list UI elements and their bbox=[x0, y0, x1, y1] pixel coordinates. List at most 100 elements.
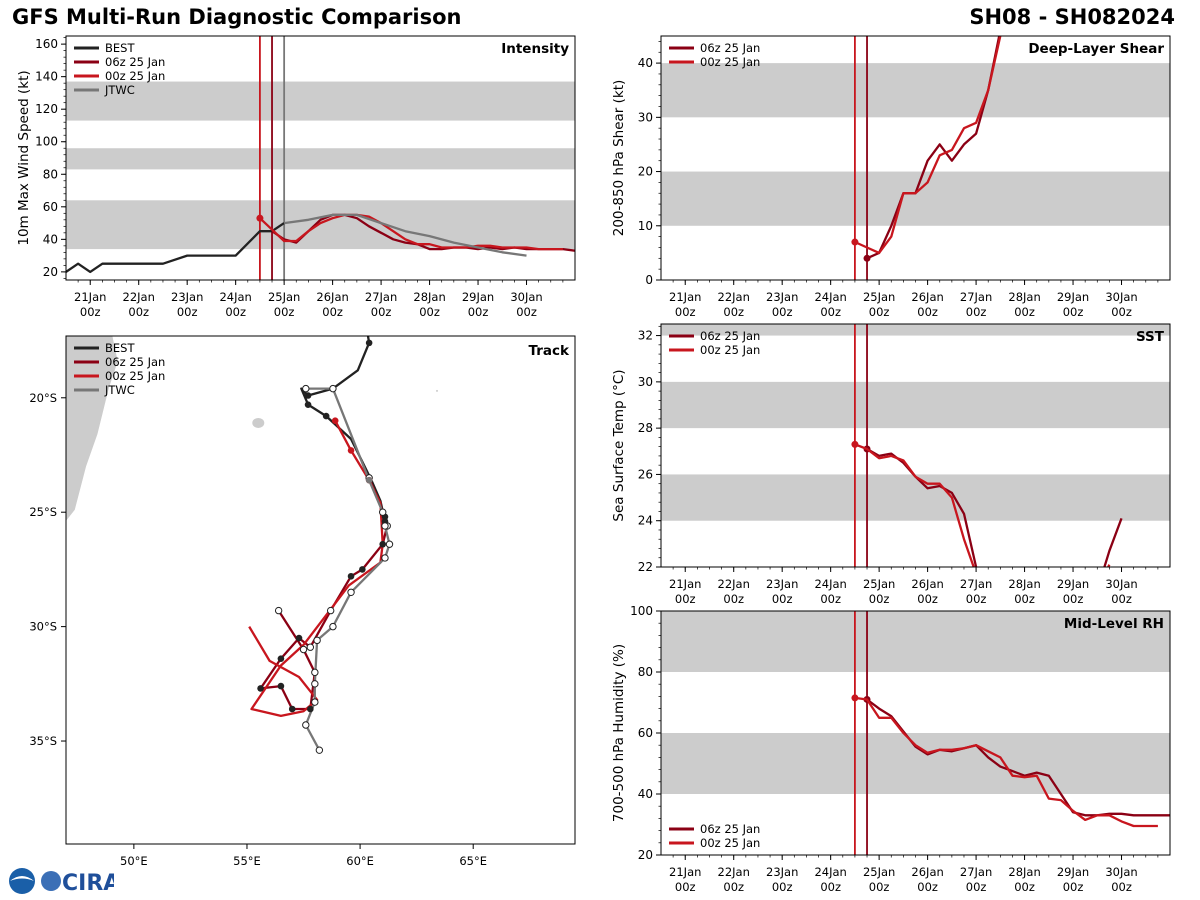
intensity-series-line bbox=[259, 213, 563, 251]
rh-xtick-label-day: 30Jan bbox=[1105, 865, 1137, 879]
intensity-xtick-label-hour: 00z bbox=[128, 305, 149, 319]
track-point bbox=[322, 412, 330, 420]
intensity-xtick-label-day: 21Jan bbox=[74, 290, 106, 304]
shear-xtick-label-hour: 00z bbox=[1014, 305, 1035, 319]
sst-ytick-label: 32 bbox=[638, 329, 653, 343]
rh-xtick-label-day: 27Jan bbox=[960, 865, 992, 879]
track-point-open bbox=[311, 668, 319, 677]
intensity-series-line bbox=[283, 213, 527, 257]
shear-ytick-label: 0 bbox=[645, 273, 653, 287]
sst-ytick-label: 26 bbox=[638, 467, 653, 481]
rh-xtick-label-day: 26Jan bbox=[911, 865, 943, 879]
rh-xtick-label-hour: 00z bbox=[1014, 880, 1035, 894]
shear-xtick-label-hour: 00z bbox=[675, 305, 696, 319]
intensity-xtick-label-hour: 00z bbox=[322, 305, 343, 319]
sst-xtick-label-day: 26Jan bbox=[911, 577, 943, 591]
intensity-xtick-label-day: 30Jan bbox=[510, 290, 542, 304]
shear-chart: 01020304021Jan00z22Jan00z23Jan00z24Jan00… bbox=[611, 35, 1171, 319]
rh-xtick-label-day: 25Jan bbox=[863, 865, 895, 879]
sst-xtick-label-hour: 00z bbox=[869, 592, 890, 606]
rh-series-line bbox=[854, 696, 1158, 828]
track-point-open bbox=[381, 522, 389, 530]
track-point-open bbox=[379, 508, 387, 516]
rodrigues-island bbox=[436, 389, 439, 392]
rh-xtick-label-hour: 00z bbox=[723, 880, 744, 894]
sst-xtick-label-hour: 00z bbox=[820, 592, 841, 606]
sst-band bbox=[661, 324, 1170, 336]
intensity-ytick-label: 60 bbox=[43, 200, 58, 214]
shear-xtick-label-day: 21Jan bbox=[669, 290, 701, 304]
intensity-xtick-label-day: 28Jan bbox=[413, 290, 445, 304]
noaa-logo-icon bbox=[9, 868, 35, 894]
sst-xtick-label-hour: 00z bbox=[772, 592, 793, 606]
rh-xtick-label-hour: 00z bbox=[917, 880, 938, 894]
intensity-xtick-label-day: 29Jan bbox=[462, 290, 494, 304]
intensity-xtick-label-hour: 00z bbox=[468, 305, 489, 319]
sst-ytick-label: 30 bbox=[638, 375, 653, 389]
track-point-open bbox=[329, 384, 337, 393]
sst-legend-label: 06z 25 Jan bbox=[700, 329, 760, 343]
intensity-ytick-label: 40 bbox=[43, 232, 58, 246]
sst-band bbox=[661, 474, 1170, 521]
rh-ytick-label: 40 bbox=[638, 787, 653, 801]
intensity-plot-area bbox=[66, 36, 575, 280]
sst-series-start-point bbox=[851, 440, 859, 448]
intensity-band bbox=[66, 148, 575, 170]
track-point bbox=[277, 682, 285, 690]
track-point bbox=[295, 634, 303, 642]
sst-xtick-label-day: 25Jan bbox=[863, 577, 895, 591]
rh-xtick-label-hour: 00z bbox=[675, 880, 696, 894]
intensity-series-start-point bbox=[256, 214, 264, 222]
rh-band bbox=[661, 611, 1170, 672]
intensity-xtick-label-day: 27Jan bbox=[365, 290, 397, 304]
page-title: GFS Multi-Run Diagnostic Comparison bbox=[12, 5, 462, 29]
sst-xtick-label-day: 29Jan bbox=[1057, 577, 1089, 591]
track-legend-label: BEST bbox=[105, 341, 135, 355]
globe-icon bbox=[41, 871, 61, 891]
shear-xtick-label-hour: 00z bbox=[723, 305, 744, 319]
track-point-open bbox=[381, 554, 389, 562]
track-point-open bbox=[306, 643, 315, 651]
shear-xtick-label-day: 22Jan bbox=[718, 290, 750, 304]
track-point-open bbox=[302, 384, 310, 393]
intensity-xtick-label-hour: 00z bbox=[274, 305, 295, 319]
track-point bbox=[365, 339, 373, 347]
shear-xtick-label-hour: 00z bbox=[820, 305, 841, 319]
shear-xtick-label-hour: 00z bbox=[772, 305, 793, 319]
shear-xtick-label-day: 23Jan bbox=[766, 290, 798, 304]
intensity-xtick-label-hour: 00z bbox=[225, 305, 246, 319]
shear-band bbox=[661, 171, 1170, 226]
shear-ytick-label: 40 bbox=[638, 56, 653, 70]
intensity-ytick-label: 20 bbox=[43, 265, 58, 279]
sst-xtick-label-day: 30Jan bbox=[1105, 577, 1137, 591]
track-ytick-label: 25°S bbox=[29, 505, 57, 519]
track-title: Track bbox=[529, 343, 570, 359]
sst-xtick-label-hour: 00z bbox=[1111, 592, 1132, 606]
sst-title: SST bbox=[1136, 329, 1165, 345]
intensity-ylabel: 10m Max Wind Speed (kt) bbox=[16, 70, 32, 245]
rh-series-start-point bbox=[851, 694, 859, 702]
rh-ytick-label: 80 bbox=[638, 665, 653, 679]
track-point-open bbox=[302, 721, 310, 729]
shear-ytick-label: 10 bbox=[638, 219, 653, 233]
track-ytick-label: 35°S bbox=[29, 734, 57, 748]
shear-band bbox=[661, 63, 1170, 118]
shear-xtick-label-day: 28Jan bbox=[1008, 290, 1040, 304]
sst-xtick-label-hour: 00z bbox=[1063, 592, 1084, 606]
shear-xtick-label-hour: 00z bbox=[917, 305, 938, 319]
intensity-band bbox=[66, 81, 575, 121]
sst-xtick-label-hour: 00z bbox=[1014, 592, 1035, 606]
sst-plot-area bbox=[661, 324, 1170, 567]
shear-xtick-label-day: 26Jan bbox=[911, 290, 943, 304]
intensity-legend-label: 00z 25 Jan bbox=[105, 69, 165, 83]
track-point-open bbox=[311, 698, 319, 706]
sst-xtick-label-hour: 00z bbox=[917, 592, 938, 606]
sst-xtick-label-day: 24Jan bbox=[814, 577, 846, 591]
track-plot-area bbox=[66, 336, 439, 754]
intensity-xtick-label-hour: 00z bbox=[419, 305, 440, 319]
rh-ytick-label: 20 bbox=[638, 848, 653, 862]
track-legend-label: 06z 25 Jan bbox=[105, 355, 165, 369]
track-point bbox=[288, 705, 296, 713]
track-point bbox=[304, 401, 312, 408]
intensity-series-line bbox=[66, 222, 285, 274]
